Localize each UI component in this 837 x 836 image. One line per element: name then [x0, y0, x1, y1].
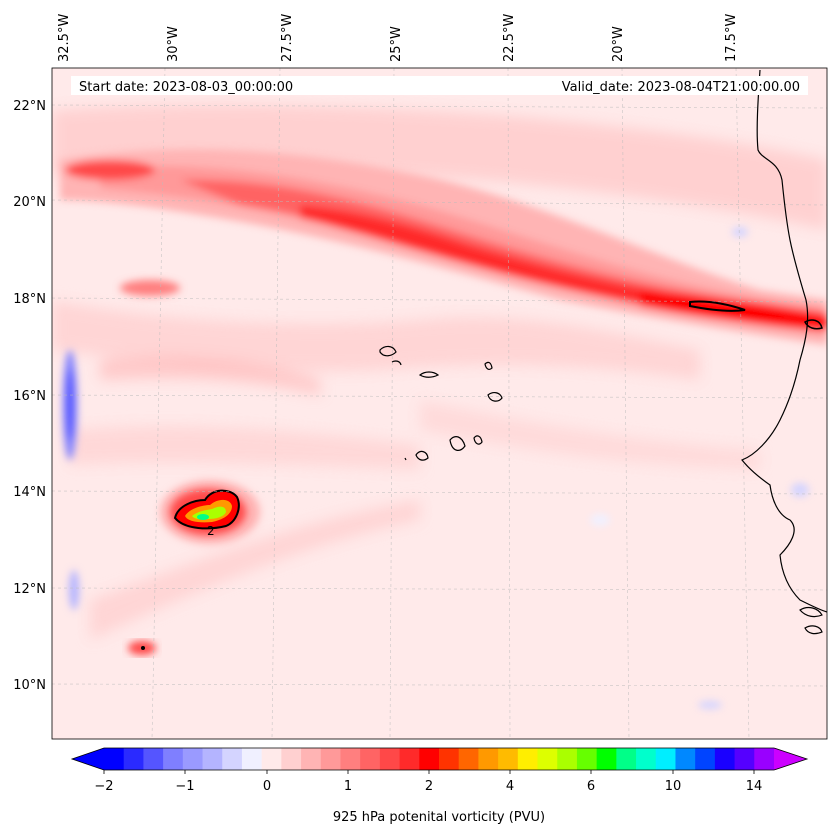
colorbar-cell: [261, 748, 282, 770]
colorbar-cell: [576, 748, 598, 770]
date-info-background: [71, 76, 808, 95]
valid-date-text: Valid_date: 2023-08-04T21:00:00.00: [562, 80, 800, 95]
colorbar-tick-label: −1: [175, 779, 194, 794]
lon-label: 30°W: [166, 26, 181, 62]
colorbar-cell: [123, 748, 145, 770]
colorbar-cell: [399, 748, 420, 770]
colorbar-cell: [340, 748, 361, 770]
colorbar-cell: [636, 748, 657, 770]
colorbar-cell: [301, 748, 322, 770]
colorbar-cell: [714, 748, 736, 770]
map-panel: 2: [52, 68, 827, 739]
colorbar-cell: [616, 748, 637, 770]
colorbar-cell: [655, 748, 677, 770]
colorbar-ticks: [103, 770, 755, 774]
lon-label: 32.5°W: [57, 14, 72, 62]
colorbar-cell: [557, 748, 578, 770]
colorbar-cell: [439, 748, 460, 770]
negative-pv-areas: [63, 227, 809, 709]
longitude-labels: 32.5°W 30°W 27.5°W 25°W 22.5°W 20°W 17.5…: [57, 14, 739, 62]
colorbar: −2 −1 0 1 2 4 6 10 14 925 hPa potenital …: [70, 747, 809, 825]
colorbar-cell: [104, 748, 125, 770]
lat-label: 18°N: [13, 292, 46, 307]
lon-label: 25°W: [389, 26, 404, 62]
colorbar-cells: [104, 748, 775, 770]
lat-label: 14°N: [13, 485, 46, 500]
vortex-feature: 2: [128, 480, 260, 655]
colorbar-cell: [379, 748, 401, 770]
lat-label: 16°N: [13, 389, 46, 404]
date-info-box: Start date: 2023-08-03_00:00:00 Valid_da…: [71, 76, 808, 95]
lon-label: 22.5°W: [502, 14, 517, 62]
colorbar-tick-label: 1: [344, 779, 352, 794]
colorbar-extend-low: [72, 748, 104, 770]
lat-label: 10°N: [13, 678, 46, 693]
contour-label: 2: [207, 524, 215, 538]
pv-band: [60, 149, 827, 345]
lon-label: 20°W: [611, 26, 626, 62]
colorbar-tick-label: 0: [263, 779, 271, 794]
colorbar-cell: [734, 748, 755, 770]
gridlines: [52, 68, 827, 739]
colorbar-cell: [517, 748, 539, 770]
colorbar-cell: [143, 748, 164, 770]
lat-label: 22°N: [13, 99, 46, 114]
colorbar-cell: [419, 748, 440, 770]
start-date-text: Start date: 2023-08-03_00:00:00: [79, 80, 293, 95]
colorbar-tick-label: 6: [587, 779, 595, 794]
colorbar-cell: [281, 748, 302, 770]
colorbar-cell: [478, 748, 499, 770]
colorbar-cell: [360, 748, 381, 770]
lon-label: 27.5°W: [280, 14, 295, 62]
colorbar-tick-label: 4: [506, 779, 514, 794]
colorbar-cell: [537, 748, 558, 770]
map-frame: [51, 67, 828, 740]
coastlines: [379, 69, 827, 635]
colorbar-cell: [182, 748, 204, 770]
colorbar-title: 925 hPa potenital vorticity (PVU): [333, 810, 545, 825]
colorbar-cell: [754, 748, 775, 770]
colorbar-cell: [163, 748, 184, 770]
colorbar-tick-label: 2: [425, 779, 433, 794]
colorbar-tick-label: −2: [94, 779, 113, 794]
colorbar-cell: [320, 748, 342, 770]
colorbar-cell: [498, 748, 519, 770]
colorbar-tick-label: 14: [746, 779, 763, 794]
colorbar-tick-label: 10: [665, 779, 682, 794]
colorbar-cell: [241, 748, 263, 770]
colorbar-cell: [222, 748, 243, 770]
colorbar-extend-high: [774, 748, 807, 770]
lat-label: 12°N: [13, 582, 46, 597]
colorbar-cell: [202, 748, 223, 770]
colorbar-cell: [695, 748, 716, 770]
colorbar-cell: [675, 748, 696, 770]
latitude-labels: 22°N 20°N 18°N 16°N 14°N 12°N 10°N: [13, 99, 46, 693]
colorbar-cell: [458, 748, 480, 770]
colorbar-cell: [596, 748, 617, 770]
lat-label: 20°N: [13, 195, 46, 210]
lon-label: 17.5°W: [724, 14, 739, 62]
